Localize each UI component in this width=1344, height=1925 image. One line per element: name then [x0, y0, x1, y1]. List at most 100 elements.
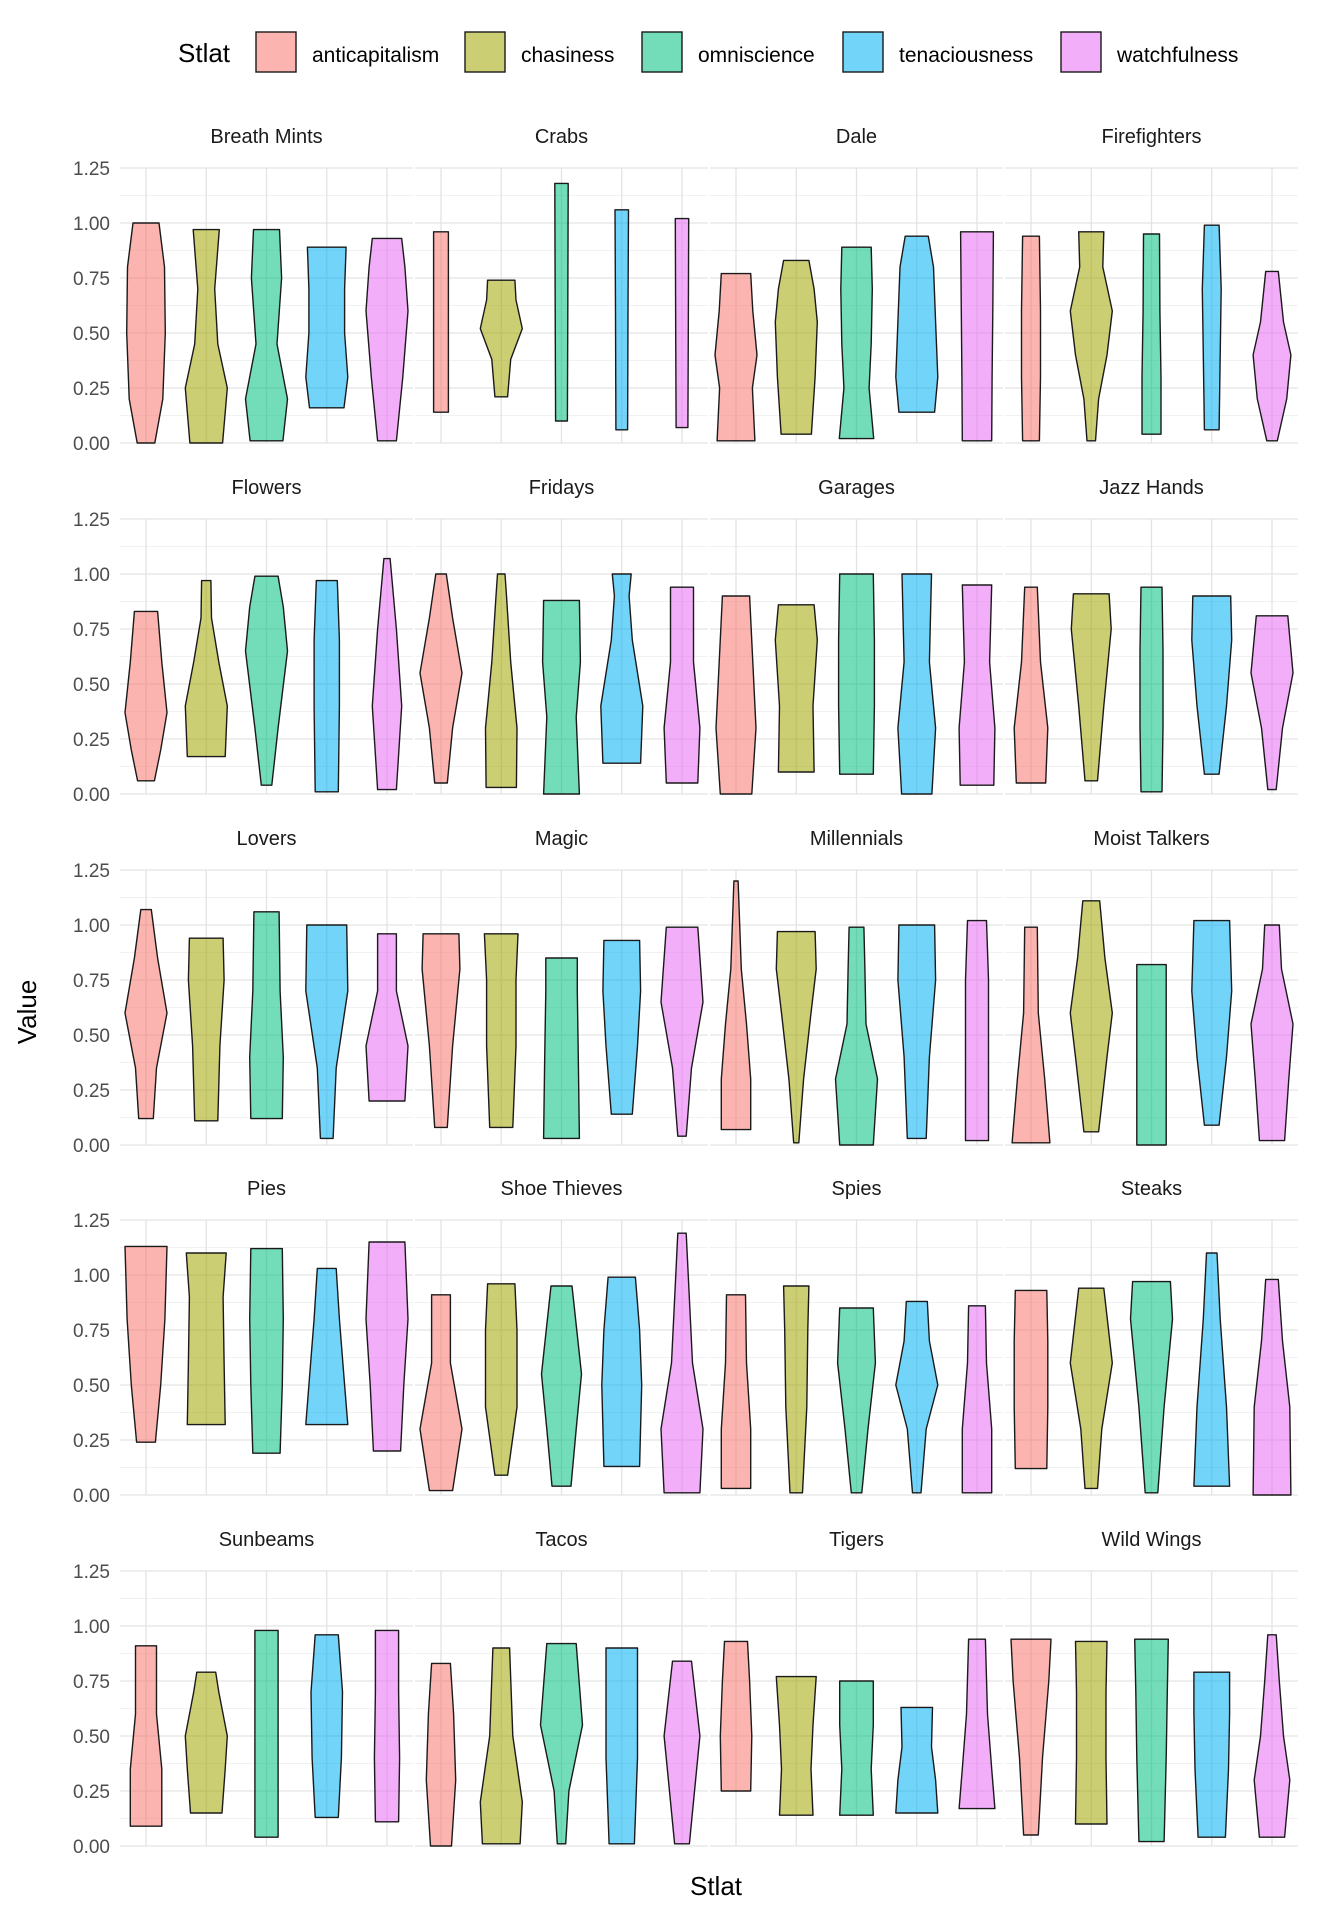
- violin-omniscience: [254, 1629, 279, 1838]
- legend-key-anticapitalism: [255, 31, 297, 73]
- facet-panel: Lovers 0.00 0.25 0.50 0.75 1.00 1.25: [73, 828, 413, 1157]
- violin-chasiness: [483, 933, 519, 1129]
- y-tick-label: 0.00: [73, 1837, 110, 1858]
- facet-panel: Steaks: [1005, 1178, 1298, 1496]
- violin-chasiness: [1069, 900, 1113, 1133]
- facet-title: Sunbeams: [219, 1529, 315, 1551]
- violin-anticapitalism: [719, 1640, 753, 1792]
- violin-anticapitalism: [124, 1245, 168, 1443]
- y-tick-label: 1.25: [73, 159, 110, 180]
- facet-panel: Wild Wings: [1005, 1529, 1298, 1847]
- violin-watchfulness: [365, 933, 409, 1102]
- violin-omniscience: [834, 926, 879, 1146]
- violin-omniscience: [540, 1285, 583, 1487]
- violin-omniscience: [244, 575, 289, 786]
- violin-watchfulness: [660, 1232, 704, 1494]
- y-tick-label: 0.25: [73, 730, 110, 751]
- facet-title: Lovers: [236, 828, 296, 850]
- violin-chasiness: [782, 1285, 810, 1494]
- violin-tenaciousness: [310, 1634, 344, 1819]
- violin-chasiness: [484, 573, 518, 789]
- violin-tenaciousness: [895, 1300, 939, 1494]
- violin-watchfulness: [674, 217, 690, 429]
- violin-watchfulness: [365, 237, 409, 442]
- violin-omniscience: [836, 1307, 877, 1494]
- legend-label: anticapitalism: [312, 44, 439, 67]
- y-tick-label: 0.00: [73, 785, 110, 806]
- violin-chasiness: [479, 1647, 523, 1845]
- violin-tenaciousness: [313, 579, 341, 793]
- y-tick-label: 1.25: [73, 510, 110, 531]
- y-tick-label: 0.25: [73, 379, 110, 400]
- y-tick-label: 0.50: [73, 1026, 110, 1047]
- facet-panel: Pies 0.00 0.25 0.50 0.75 1.00 1.25: [73, 1178, 413, 1507]
- violin-tenaciousness: [1191, 919, 1233, 1126]
- y-tick-label: 0.00: [73, 1486, 110, 1507]
- violin-watchfulness: [958, 1638, 996, 1810]
- y-tick-label: 0.75: [73, 1321, 110, 1342]
- y-tick-label: 0.25: [73, 1782, 110, 1803]
- violin-tenaciousness: [897, 573, 937, 795]
- violin-chasiness: [187, 937, 225, 1122]
- y-tick-label: 0.00: [73, 1136, 110, 1157]
- legend-item-tenaciousness: tenaciousness: [842, 31, 1033, 73]
- y-tick-label: 1.00: [73, 214, 110, 235]
- y-tick-label: 1.25: [73, 1562, 110, 1583]
- facet-panel: Dale: [710, 126, 1003, 444]
- legend-title: Stlat: [178, 38, 231, 68]
- violin-watchfulness: [961, 1305, 993, 1494]
- violin-chasiness: [184, 228, 228, 444]
- facet-title: Jazz Hands: [1099, 477, 1204, 499]
- violin-anticapitalism: [1010, 1638, 1052, 1836]
- facet-title: Garages: [818, 477, 895, 499]
- violin-chasiness: [479, 279, 523, 398]
- facet-panel: Flowers 0.00 0.25 0.50 0.75 1.00 1.25: [73, 477, 413, 806]
- violin-watchfulness: [1250, 615, 1294, 791]
- facet-panel: Breath Mints 0.00 0.25 0.50 0.75 1.00 1.25: [73, 126, 413, 455]
- violin-anticapitalism: [1013, 1289, 1049, 1470]
- violin-tenaciousness: [600, 573, 644, 764]
- violin-anticapitalism: [124, 610, 168, 782]
- violin-omniscience: [542, 957, 581, 1140]
- violin-watchfulness: [660, 926, 704, 1137]
- violin-anticapitalism: [1013, 586, 1049, 784]
- facet-title: Fridays: [529, 477, 595, 499]
- violin-watchfulness: [663, 1660, 701, 1845]
- y-tick-label: 1.25: [73, 1211, 110, 1232]
- violin-watchfulness: [1252, 270, 1292, 442]
- violin-tenaciousness: [1191, 595, 1233, 775]
- y-tick-label: 1.00: [73, 565, 110, 586]
- facet-title: Millennials: [810, 828, 903, 850]
- legend-label: omniscience: [698, 44, 815, 67]
- violin-anticapitalism: [432, 231, 450, 413]
- facet-panel: Crabs: [415, 126, 708, 444]
- facet-panels: Breath Mints 0.00 0.25 0.50 0.75 1.00 1.25 Crab…: [73, 126, 1298, 1858]
- facet-title: Flowers: [231, 477, 301, 499]
- facet-title: Pies: [247, 1178, 286, 1200]
- legend-key-watchfulness: [1060, 31, 1102, 73]
- violin-tenaciousness: [605, 1647, 639, 1845]
- violin-chasiness: [775, 930, 817, 1144]
- facet-panel: Firefighters: [1005, 126, 1298, 444]
- facet-panel: Moist Talkers: [1005, 828, 1298, 1146]
- violin-chasiness: [184, 1671, 228, 1814]
- violin-tenaciousness: [305, 246, 349, 409]
- facet-panel: Shoe Thieves: [415, 1178, 708, 1496]
- facet-title: Breath Mints: [210, 126, 322, 148]
- facet-panel: Sunbeams 0.00 0.25 0.50 0.75 1.00 1.25: [73, 1529, 413, 1858]
- facet-panel: Jazz Hands: [1005, 477, 1298, 795]
- violin-tenaciousness: [1201, 224, 1222, 431]
- legend-key-omniscience: [641, 31, 683, 73]
- violin-tenaciousness: [895, 1706, 939, 1814]
- violin-watchfulness: [1253, 1634, 1291, 1838]
- y-tick-label: 0.75: [73, 1672, 110, 1693]
- y-tick-label: 0.50: [73, 1727, 110, 1748]
- facet-title: Firefighters: [1101, 126, 1201, 148]
- facet-title: Crabs: [535, 126, 588, 148]
- violin-watchfulness: [1252, 1278, 1292, 1496]
- violin-chasiness: [1069, 1287, 1113, 1490]
- violin-anticapitalism: [421, 933, 461, 1129]
- y-tick-label: 0.00: [73, 434, 110, 455]
